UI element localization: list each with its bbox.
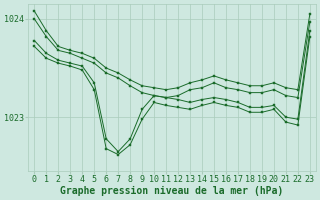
X-axis label: Graphe pression niveau de la mer (hPa): Graphe pression niveau de la mer (hPa): [60, 186, 284, 196]
